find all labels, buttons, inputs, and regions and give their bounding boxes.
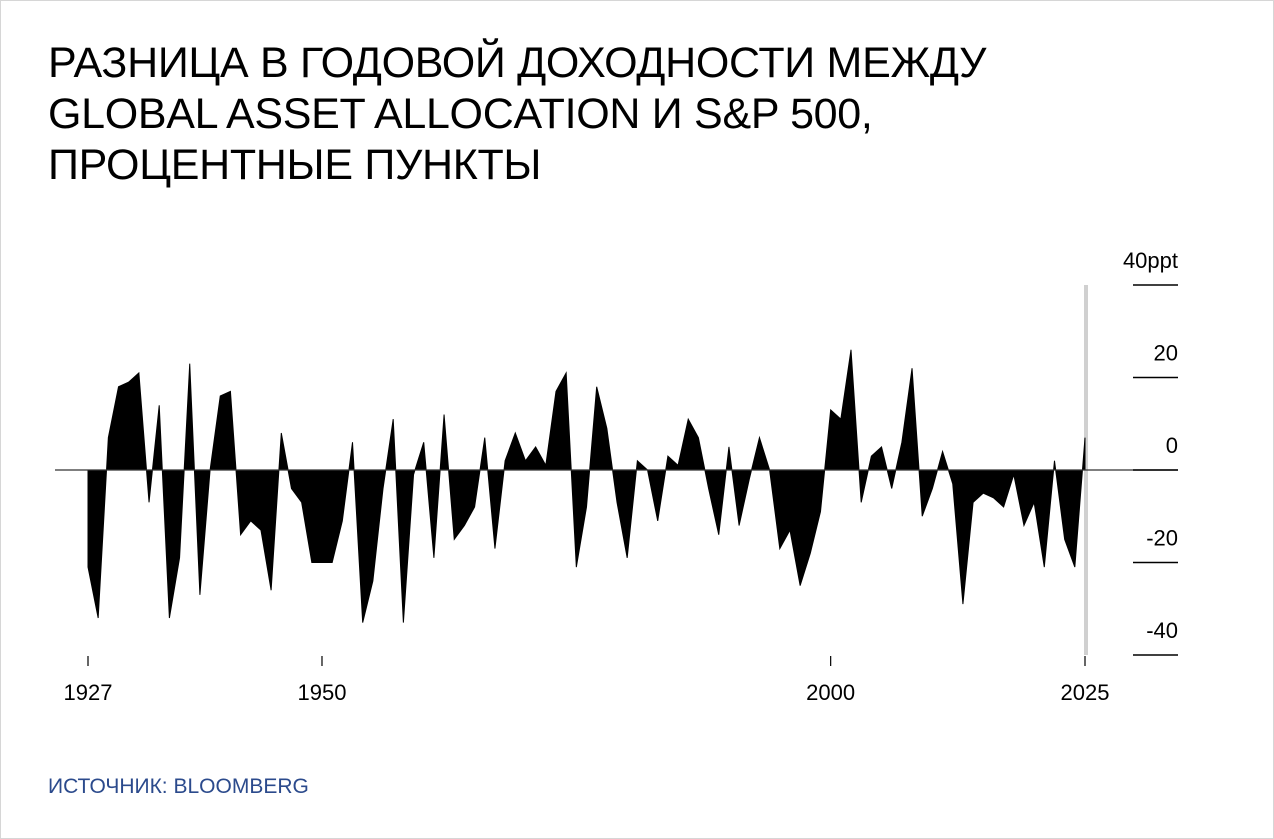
y-tick-label: 0 xyxy=(1166,433,1178,458)
y-tick-label: 20 xyxy=(1154,341,1178,366)
x-tick-label: 1927 xyxy=(64,680,113,705)
source: ИСТОЧНИК: BLOOMBERG xyxy=(48,775,309,798)
y-tick-label: -40 xyxy=(1146,618,1178,643)
area xyxy=(87,349,1086,623)
chart-title: РАЗНИЦА В ГОДОВОЙ ДОХОДНОСТИ МЕЖДУ GLOBA… xyxy=(48,39,987,189)
y-tick-label: 40ppt xyxy=(1123,248,1178,273)
x-tick-label: 2000 xyxy=(806,680,855,705)
x-tick-label: 2025 xyxy=(1061,680,1110,705)
y-tick-label: -20 xyxy=(1146,526,1178,551)
x-tick-label: 1950 xyxy=(298,680,347,705)
